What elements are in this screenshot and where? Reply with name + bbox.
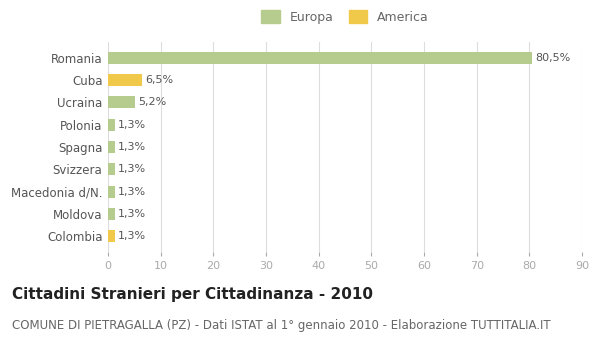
Bar xyxy=(108,230,115,243)
Text: COMUNE DI PIETRAGALLA (PZ) - Dati ISTAT al 1° gennaio 2010 - Elaborazione TUTTIT: COMUNE DI PIETRAGALLA (PZ) - Dati ISTAT … xyxy=(12,318,551,331)
Bar xyxy=(108,141,115,153)
Text: 1,3%: 1,3% xyxy=(118,120,146,130)
Text: 1,3%: 1,3% xyxy=(118,209,146,219)
Text: 1,3%: 1,3% xyxy=(118,164,146,174)
Text: 5,2%: 5,2% xyxy=(139,97,167,107)
Bar xyxy=(108,96,136,108)
Text: 1,3%: 1,3% xyxy=(118,187,146,197)
Bar xyxy=(108,51,532,64)
Text: 80,5%: 80,5% xyxy=(535,53,571,63)
Bar xyxy=(108,163,115,175)
Bar xyxy=(108,208,115,220)
Text: 1,3%: 1,3% xyxy=(118,142,146,152)
Text: Cittadini Stranieri per Cittadinanza - 2010: Cittadini Stranieri per Cittadinanza - 2… xyxy=(12,287,373,302)
Bar xyxy=(108,186,115,198)
Text: 1,3%: 1,3% xyxy=(118,231,146,241)
Text: 6,5%: 6,5% xyxy=(145,75,173,85)
Bar xyxy=(108,119,115,131)
Legend: Europa, America: Europa, America xyxy=(257,6,433,27)
Bar xyxy=(108,74,142,86)
